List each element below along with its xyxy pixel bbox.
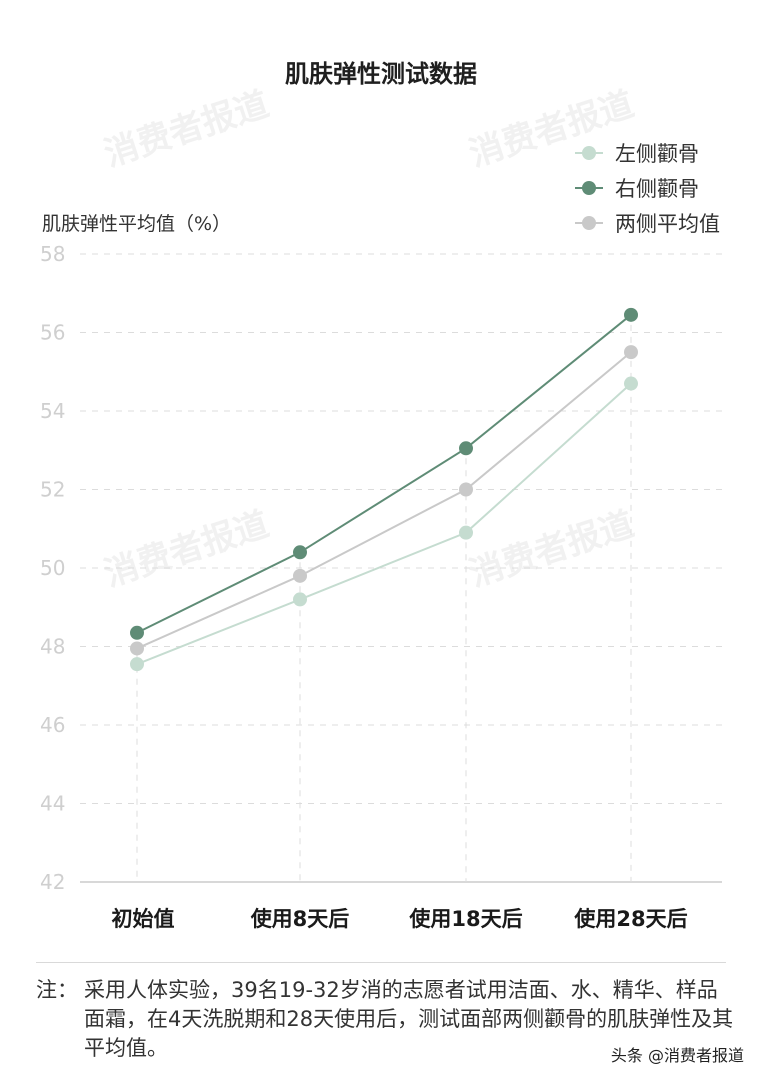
legend-marker — [582, 181, 596, 195]
data-point — [130, 625, 144, 640]
y-tick-label: 56 — [40, 321, 65, 345]
watermark-text: 消费者报道 — [465, 504, 639, 595]
data-point — [293, 568, 307, 583]
x-ticks: 初始值 使用8天后 使用18天后 使用28天后 — [112, 907, 688, 931]
footnote-text: 采用人体实验，39名19-32岁消的志愿者试用洁面、水、精华、样品面霜，在4天洗… — [84, 978, 734, 1060]
data-point — [130, 641, 144, 656]
y-axis-label: 肌肤弹性平均值（%） — [42, 213, 231, 235]
footnote-label: 注： — [36, 978, 78, 1002]
data-point — [293, 592, 307, 607]
data-point — [293, 545, 307, 560]
y-tick-label: 46 — [40, 713, 65, 737]
watermark-text: 消费者报道 — [100, 504, 274, 595]
source-credit: 头条 @消费者报道 — [610, 1046, 744, 1065]
y-tick-label: 42 — [40, 870, 65, 894]
y-ticks: 42 44 46 48 50 52 54 56 58 — [40, 242, 65, 894]
grid — [80, 253, 722, 883]
series-line — [136, 314, 632, 634]
y-tick-label: 52 — [40, 478, 65, 502]
watermark-text: 消费者报道 — [100, 84, 274, 175]
legend-label: 左侧颧骨 — [615, 142, 699, 166]
y-tick-label: 54 — [40, 399, 65, 423]
y-tick-label: 48 — [40, 635, 65, 659]
data-point — [624, 345, 638, 360]
data-point — [459, 482, 473, 497]
y-tick-label: 50 — [40, 556, 65, 580]
x-tick-label: 使用18天后 — [408, 907, 522, 931]
x-tick-label: 使用8天后 — [250, 907, 350, 931]
data-point — [459, 525, 473, 540]
legend-marker — [582, 146, 596, 160]
data-point — [624, 376, 638, 391]
data-point — [459, 441, 473, 456]
legend-marker — [582, 216, 596, 230]
series-line — [136, 382, 632, 666]
y-tick-label: 58 — [40, 242, 65, 266]
series-line — [136, 351, 632, 650]
chart-title: 肌肤弹性测试数据 — [285, 60, 477, 88]
data-point — [130, 657, 144, 672]
x-tick-label: 使用28天后 — [573, 907, 687, 931]
y-tick-label: 44 — [40, 792, 65, 816]
watermark-text: 消费者报道 — [465, 84, 639, 175]
x-tick-label: 初始值 — [112, 907, 175, 931]
divider — [36, 962, 726, 963]
legend-label: 两侧平均值 — [615, 212, 720, 236]
series-layer — [130, 307, 638, 672]
data-point — [624, 307, 638, 322]
footnote: 注： 采用人体实验，39名19-32岁消的志愿者试用洁面、水、精华、样品面霜，在… — [36, 976, 736, 1063]
legend-label: 右侧颧骨 — [615, 177, 699, 201]
